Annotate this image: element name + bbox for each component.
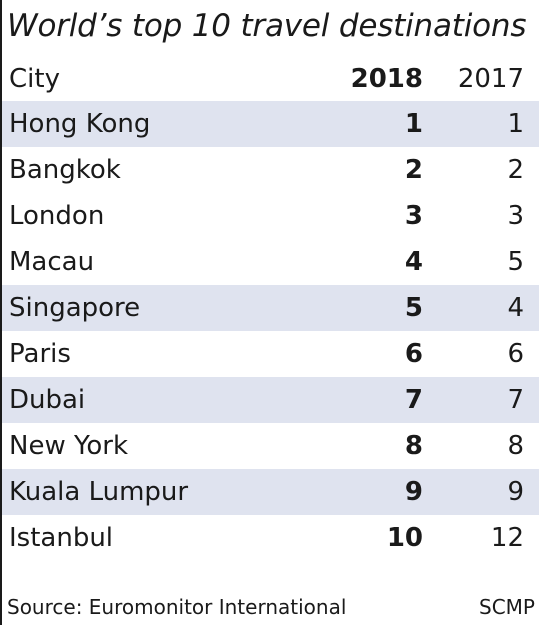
rank-2017: 8 xyxy=(507,431,524,461)
rank-2018: 4 xyxy=(404,247,423,277)
city-name: Dubai xyxy=(9,385,86,415)
table-header-row: City 2018 2017 xyxy=(2,57,539,101)
city-name: Kuala Lumpur xyxy=(9,477,189,507)
city-name: Bangkok xyxy=(9,155,121,185)
source-note: Source: Euromonitor International xyxy=(7,595,347,619)
city-name: Paris xyxy=(9,339,71,369)
city-name: Istanbul xyxy=(9,523,114,553)
table-body: Hong Kong 1 1 Bangkok 2 2 London 3 3 Macau 4 5 Singa… xyxy=(2,101,539,561)
rank-2018: 9 xyxy=(404,477,423,507)
rank-2017: 4 xyxy=(507,293,524,323)
rank-2018: 2 xyxy=(404,155,423,185)
rank-2017: 6 xyxy=(507,339,524,369)
rank-2017: 1 xyxy=(507,109,524,139)
rank-2018: 3 xyxy=(404,201,423,231)
rank-2018: 6 xyxy=(404,339,423,369)
rank-2018: 8 xyxy=(404,431,423,461)
rank-2017: 3 xyxy=(507,201,524,231)
chart-title: World’s top 10 travel destinations xyxy=(7,8,527,44)
chart-footer: Source: Euromonitor International SCMP xyxy=(2,590,539,624)
city-name: Hong Kong xyxy=(9,109,151,139)
rank-2018: 10 xyxy=(386,523,423,553)
header-city: City xyxy=(9,64,60,94)
credit-label: SCMP xyxy=(479,595,535,619)
header-2018: 2018 xyxy=(350,64,423,94)
table-row: New York 8 8 xyxy=(2,423,539,469)
rank-2018: 5 xyxy=(404,293,423,323)
table-row: Dubai 7 7 xyxy=(2,377,539,423)
table-row: Kuala Lumpur 9 9 xyxy=(2,469,539,515)
rank-2017: 9 xyxy=(507,477,524,507)
city-name: London xyxy=(9,201,105,231)
city-name: Singapore xyxy=(9,293,141,323)
rank-2018: 7 xyxy=(404,385,423,415)
table-row: Bangkok 2 2 xyxy=(2,147,539,193)
rank-2017: 7 xyxy=(507,385,524,415)
header-2017: 2017 xyxy=(457,64,524,94)
table-row: Paris 6 6 xyxy=(2,331,539,377)
table-row: London 3 3 xyxy=(2,193,539,239)
table-row: Hong Kong 1 1 xyxy=(2,101,539,147)
rank-2017: 5 xyxy=(507,247,524,277)
rankings-table: City 2018 2017 Hong Kong 1 1 Bangkok 2 2 Londo… xyxy=(2,57,539,561)
table-row: Singapore 5 4 xyxy=(2,285,539,331)
rank-2017: 2 xyxy=(507,155,524,185)
rank-2018: 1 xyxy=(404,109,423,139)
city-name: New York xyxy=(9,431,129,461)
table-row: Istanbul 10 12 xyxy=(2,515,539,561)
table-row: Macau 4 5 xyxy=(2,239,539,285)
rank-2017: 12 xyxy=(490,523,524,553)
city-name: Macau xyxy=(9,247,95,277)
